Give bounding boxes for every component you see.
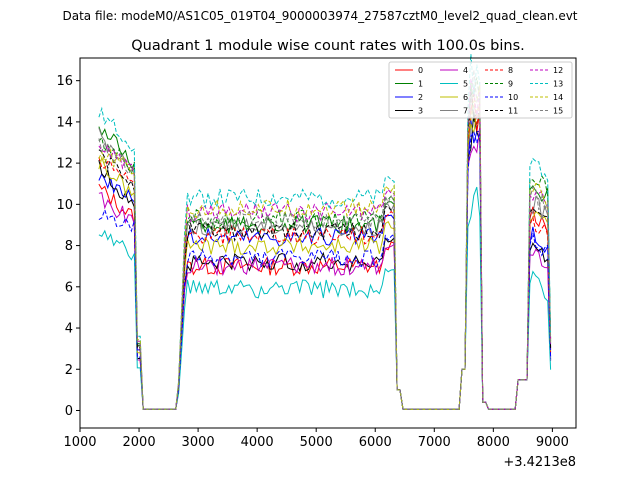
y-tick-label: 0 <box>65 404 73 419</box>
series-line-15 <box>98 69 552 410</box>
legend-label: 4 <box>463 66 468 75</box>
series-line-8 <box>98 91 552 410</box>
legend-label: 8 <box>508 66 513 75</box>
series-line-12 <box>98 78 552 410</box>
axes-frame <box>79 57 577 429</box>
legend-label: 1 <box>418 80 423 89</box>
legend-label: 3 <box>418 107 423 116</box>
x-tick-label: 5000 <box>300 435 333 450</box>
legend-label: 10 <box>508 93 518 102</box>
legend-label: 15 <box>553 107 563 116</box>
x-tick-label: 6000 <box>359 435 392 450</box>
x-tick-label: 4000 <box>241 435 274 450</box>
legend-label: 14 <box>553 93 563 102</box>
series-line-9 <box>98 77 552 410</box>
legend-label: 6 <box>463 93 468 102</box>
y-tick-label: 4 <box>65 322 73 337</box>
x-tick-label: 9000 <box>536 435 569 450</box>
y-axis: 0 2 4 6 8 10 12 14 16 <box>56 74 80 419</box>
x-tick-label: 1000 <box>63 435 96 450</box>
y-tick-label: 14 <box>56 115 73 130</box>
legend-label: 0 <box>418 66 423 75</box>
legend-label: 11 <box>508 107 518 116</box>
x-tick-label: 2000 <box>123 435 156 450</box>
y-tick-label: 10 <box>56 198 73 213</box>
x-tick-label: 3000 <box>182 435 215 450</box>
y-tick-label: 8 <box>65 239 73 254</box>
x-tick-label: 8000 <box>477 435 510 450</box>
legend-label: 12 <box>553 66 563 75</box>
legend-label: 9 <box>508 80 513 89</box>
x-axis-offset-label: +3.4213e8 <box>503 455 576 470</box>
legend-label: 13 <box>553 80 563 89</box>
chart-suptitle: Data file: modeM0/AS1C05_019T04_90000039… <box>62 9 577 23</box>
y-tick-label: 6 <box>65 280 73 295</box>
legend-label: 5 <box>463 80 468 89</box>
legend-label: 7 <box>463 107 468 116</box>
y-tick-label: 16 <box>56 74 73 89</box>
x-axis: 1000 2000 3000 4000 5000 6000 7000 8000 9000 <box>63 428 569 450</box>
legend-box <box>388 61 573 119</box>
y-tick-label: 12 <box>56 157 73 172</box>
x-tick-label: 7000 <box>418 435 451 450</box>
y-tick-label: 2 <box>65 363 73 378</box>
series-line-11 <box>98 91 552 410</box>
chart-title: Quadrant 1 module wise count rates with … <box>131 38 525 54</box>
series-line-1 <box>98 82 552 410</box>
legend-label: 2 <box>418 93 423 102</box>
